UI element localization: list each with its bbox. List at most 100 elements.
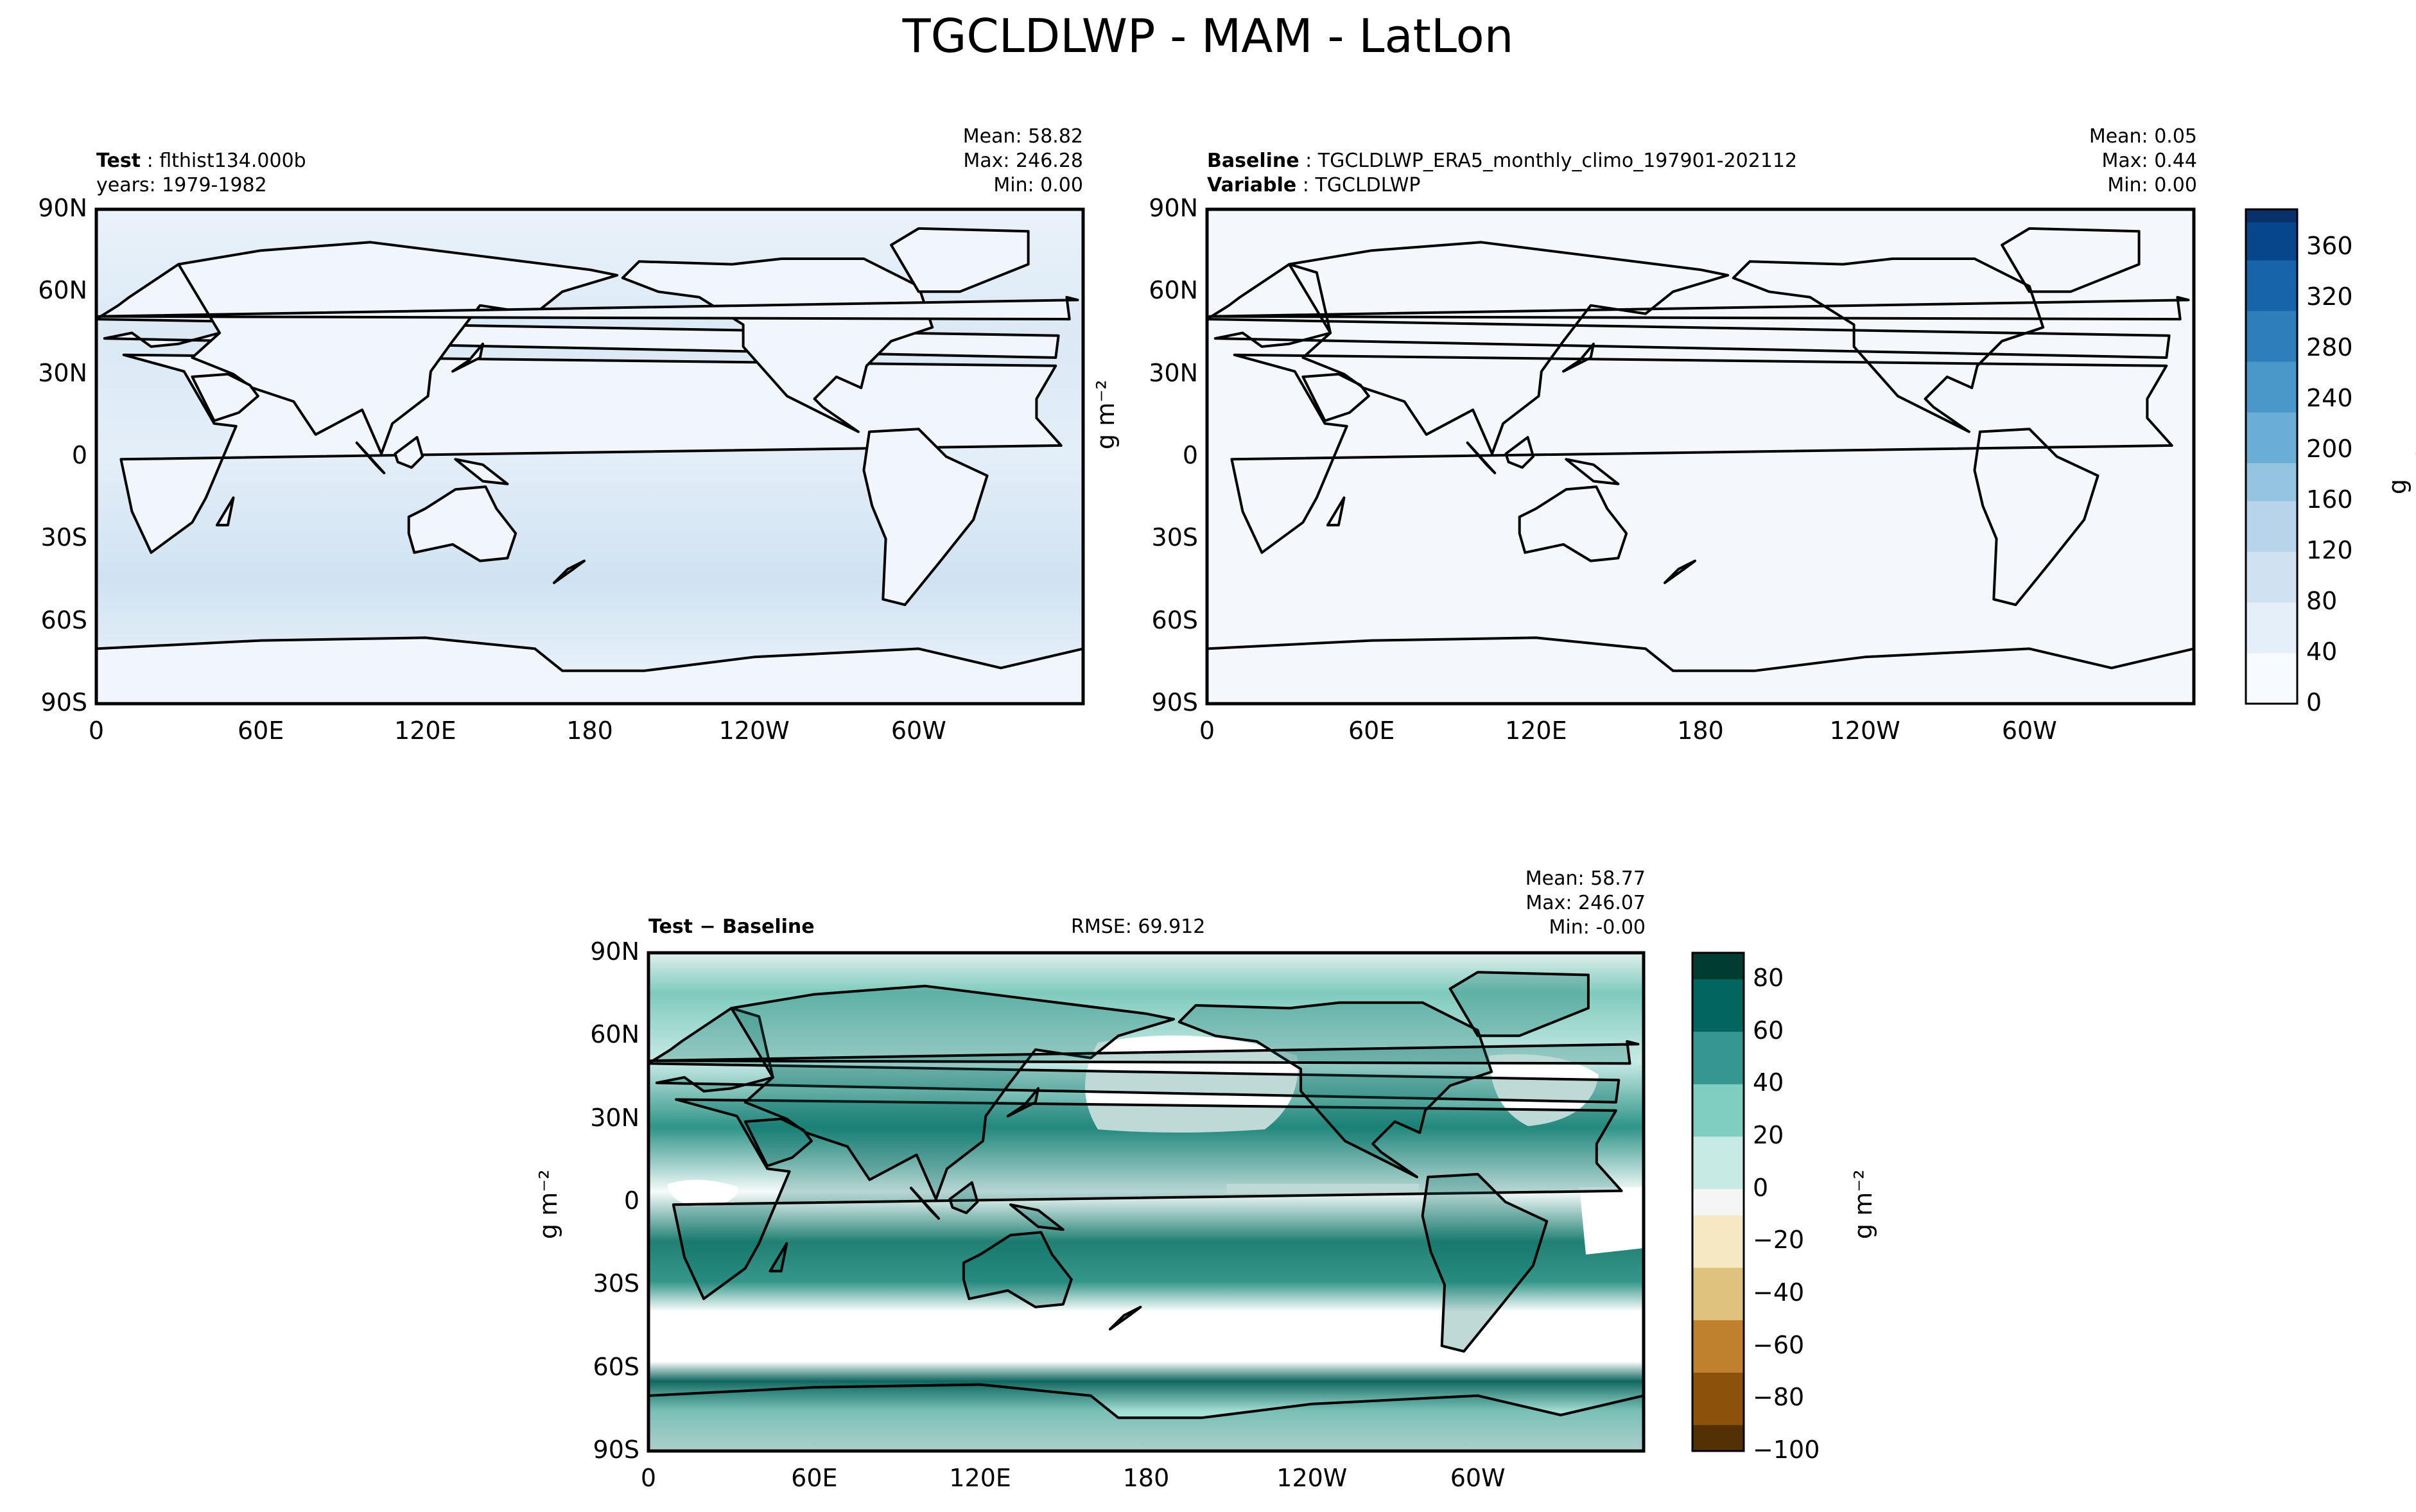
diff-stats: Mean: 58.77 Max: 246.07 Min: -0.00 xyxy=(1525,867,1646,940)
continents xyxy=(1206,227,2195,705)
colorbar-step xyxy=(2246,399,2297,413)
colorbar-tick-label: −100 xyxy=(1753,1436,1820,1464)
colorbar-step xyxy=(1692,1162,1744,1190)
colorbar-step xyxy=(2246,424,2297,438)
y-tick-label: 0 xyxy=(1182,441,1198,469)
x-tick-label: 60E xyxy=(237,717,284,745)
diff-max: Max: 246.07 xyxy=(1525,892,1646,914)
colorbar-step xyxy=(2246,501,2297,514)
colorbar-step xyxy=(2246,361,2297,375)
y-tick-label: 90N xyxy=(38,194,87,222)
coastline-uk xyxy=(1208,295,2190,321)
colorbar-step xyxy=(2246,374,2297,387)
y-tick-label: 90S xyxy=(1151,688,1198,717)
x-tick-label: 120E xyxy=(949,1464,1011,1492)
x-tick-label: 60W xyxy=(891,717,946,745)
y-tick-label: 30S xyxy=(40,523,87,552)
colorbar-step xyxy=(1692,1293,1744,1321)
test-stats: Mean: 58.82 Max: 246.28 Min: 0.00 xyxy=(963,125,1083,198)
x-tick-label: 60W xyxy=(1450,1464,1506,1492)
y-tick-label: 60N xyxy=(590,1020,639,1049)
colorbar-tick-label: 40 xyxy=(1753,1068,1784,1097)
diff-mean: Mean: 58.77 xyxy=(1525,867,1646,890)
coastline-australia xyxy=(962,1231,1073,1308)
colorbar-step xyxy=(2246,272,2297,286)
colorbar-tick-label: 80 xyxy=(1753,963,1784,992)
y-tick-label: 30N xyxy=(1149,358,1198,387)
coastline-namerica xyxy=(1178,1001,1493,1179)
colorbar-step xyxy=(1692,1319,1744,1347)
test-label: Test xyxy=(96,150,141,172)
coastline-borneo xyxy=(1504,436,1535,469)
colorbar-step xyxy=(1692,1425,1744,1452)
coastline-nz xyxy=(1109,1305,1142,1331)
diff-min: Min: -0.00 xyxy=(1549,916,1646,939)
colorbar-step xyxy=(2246,653,2297,666)
colorbar-step xyxy=(2246,614,2297,629)
coastline-africa xyxy=(672,1098,1623,1300)
coastline-japan xyxy=(1562,342,1595,373)
coastline-madagascar xyxy=(1326,496,1346,526)
x-tick-label: 120W xyxy=(1276,1464,1348,1492)
y-tick-label: 90S xyxy=(593,1436,639,1464)
test-min: Min: 0.00 xyxy=(993,174,1083,196)
coastline-arabia xyxy=(743,1117,813,1167)
colorbar-step xyxy=(1692,1241,1744,1268)
colorbar-step xyxy=(2246,310,2297,324)
x-tick-label: 180 xyxy=(1122,1464,1170,1492)
x-tick-label: 120E xyxy=(394,717,456,745)
test-header: Test : flthist134.000b xyxy=(96,150,306,172)
colorbar-tick-label: −20 xyxy=(1753,1226,1805,1255)
colorbar-step xyxy=(2246,691,2297,704)
colorbar-step xyxy=(2246,462,2297,476)
baseline-min: Min: 0.00 xyxy=(2107,174,2197,196)
colorbar-step xyxy=(2246,285,2297,299)
y-tick-label: 0 xyxy=(623,1186,639,1215)
x-tick-label: 0 xyxy=(640,1464,657,1492)
x-tick-label: 120W xyxy=(718,717,790,745)
diff-zero-region xyxy=(1085,1035,1298,1133)
coastline-japan xyxy=(1006,1087,1040,1118)
coastline-arabia xyxy=(1301,372,1370,422)
coastline-newguinea xyxy=(1009,1203,1065,1231)
y-tick-label: 30S xyxy=(593,1269,639,1298)
colorbar-step xyxy=(1692,1398,1744,1425)
y-tick-label: 60S xyxy=(1151,605,1198,634)
y-tick-label: 30S xyxy=(1151,523,1198,552)
coastline-samerica xyxy=(862,428,989,606)
colorbar-tick-label: 200 xyxy=(2306,435,2353,464)
colorbar-tick-label: −40 xyxy=(1753,1278,1805,1307)
colorbar-step xyxy=(2246,234,2297,248)
blues-colorbar-label: g m⁻² xyxy=(2383,448,2416,494)
test-max: Max: 246.28 xyxy=(963,150,1083,172)
colorbar-step xyxy=(2246,475,2297,489)
coastline-nz xyxy=(1664,559,1696,584)
coastline-japan xyxy=(451,342,484,373)
colorbar-step xyxy=(2246,640,2297,654)
diff-zero-region xyxy=(668,1179,738,1206)
colorbar-tick-label: 0 xyxy=(1753,1173,1769,1202)
baseline-case-name: TGCLDLWP_ERA5_monthly_climo_197901-20211… xyxy=(1317,150,1798,172)
y-tick-label: 90N xyxy=(1149,194,1198,222)
colorbar-step xyxy=(2246,247,2297,261)
test-mean: Mean: 58.82 xyxy=(962,125,1083,148)
test-case-name: flthist134.000b xyxy=(159,150,306,172)
colorbar-step xyxy=(2246,665,2297,679)
colorbar-step xyxy=(1692,1188,1744,1215)
colorbar-tick-label: 280 xyxy=(2306,333,2353,362)
colorbar-step xyxy=(2246,412,2297,426)
colorbar-step xyxy=(1692,953,1744,980)
x-tick-label: 120E xyxy=(1505,717,1567,745)
colorbar-step xyxy=(2246,627,2297,641)
colorbar-tick-label: −80 xyxy=(1753,1383,1805,1412)
test-years: years: 1979-1982 xyxy=(96,174,267,196)
continents xyxy=(647,971,1645,1452)
coastline-arabia xyxy=(191,372,259,422)
coastline-samerica xyxy=(1421,1172,1549,1353)
colorbar-step xyxy=(2246,437,2297,451)
coastline-greenland xyxy=(1448,971,1590,1038)
colorbar-step xyxy=(2246,589,2297,603)
coastline-uk xyxy=(98,295,1079,321)
diff-header: Test − Baseline xyxy=(648,915,815,939)
coastline-australia xyxy=(1518,485,1628,562)
